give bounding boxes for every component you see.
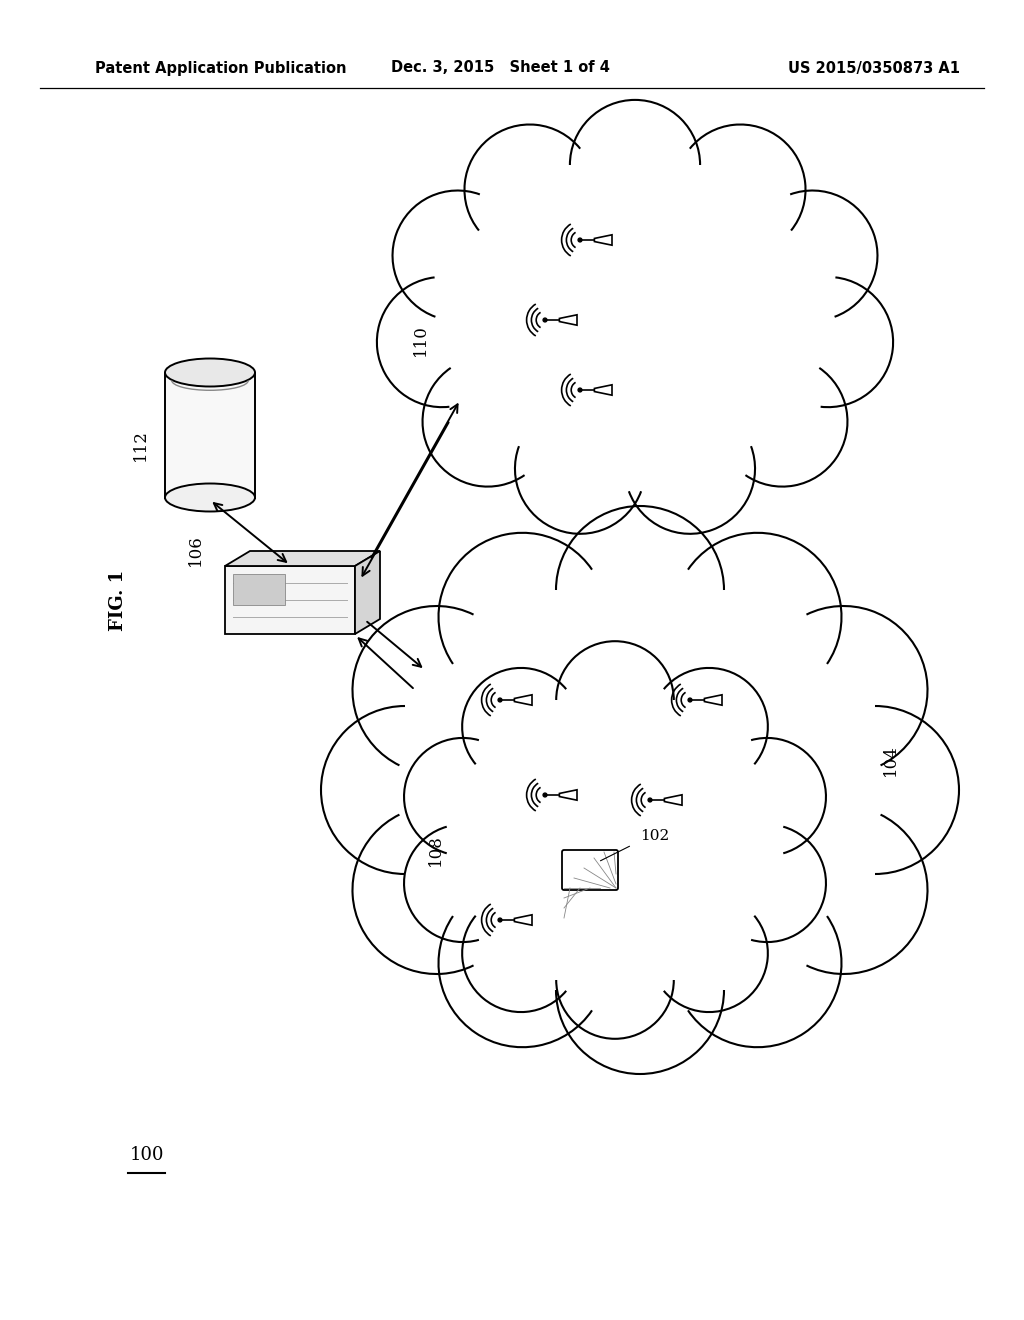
Circle shape xyxy=(579,238,582,242)
Polygon shape xyxy=(705,694,722,705)
Ellipse shape xyxy=(165,483,255,511)
Polygon shape xyxy=(594,235,612,246)
Ellipse shape xyxy=(460,181,811,459)
Text: Dec. 3, 2015   Sheet 1 of 4: Dec. 3, 2015 Sheet 1 of 4 xyxy=(390,61,609,75)
Circle shape xyxy=(579,388,582,392)
Text: 108: 108 xyxy=(427,834,443,866)
Circle shape xyxy=(688,698,692,702)
Polygon shape xyxy=(321,506,959,1074)
Text: US 2015/0350873 A1: US 2015/0350873 A1 xyxy=(788,61,961,75)
Circle shape xyxy=(543,318,547,322)
Polygon shape xyxy=(377,100,893,533)
Circle shape xyxy=(498,698,502,702)
Polygon shape xyxy=(355,550,380,634)
Text: 112: 112 xyxy=(131,429,148,461)
FancyBboxPatch shape xyxy=(562,850,618,890)
Text: FIG. 1: FIG. 1 xyxy=(109,569,127,631)
Circle shape xyxy=(543,793,547,797)
Text: 104: 104 xyxy=(882,744,898,776)
Text: 100: 100 xyxy=(130,1146,165,1164)
Bar xyxy=(165,372,255,498)
Text: 110: 110 xyxy=(412,325,428,356)
Polygon shape xyxy=(404,642,826,1039)
Polygon shape xyxy=(225,550,380,566)
Ellipse shape xyxy=(471,714,759,966)
Circle shape xyxy=(648,799,652,803)
Bar xyxy=(233,574,285,605)
Polygon shape xyxy=(514,694,532,705)
Text: Patent Application Publication: Patent Application Publication xyxy=(95,61,346,75)
Text: 102: 102 xyxy=(640,829,670,843)
Ellipse shape xyxy=(165,359,255,387)
Circle shape xyxy=(498,919,502,921)
Polygon shape xyxy=(559,789,577,800)
Polygon shape xyxy=(594,385,612,395)
Ellipse shape xyxy=(428,610,852,970)
Text: 106: 106 xyxy=(186,535,204,566)
Polygon shape xyxy=(665,795,682,805)
Polygon shape xyxy=(559,314,577,325)
Polygon shape xyxy=(225,566,355,634)
Polygon shape xyxy=(514,915,532,925)
